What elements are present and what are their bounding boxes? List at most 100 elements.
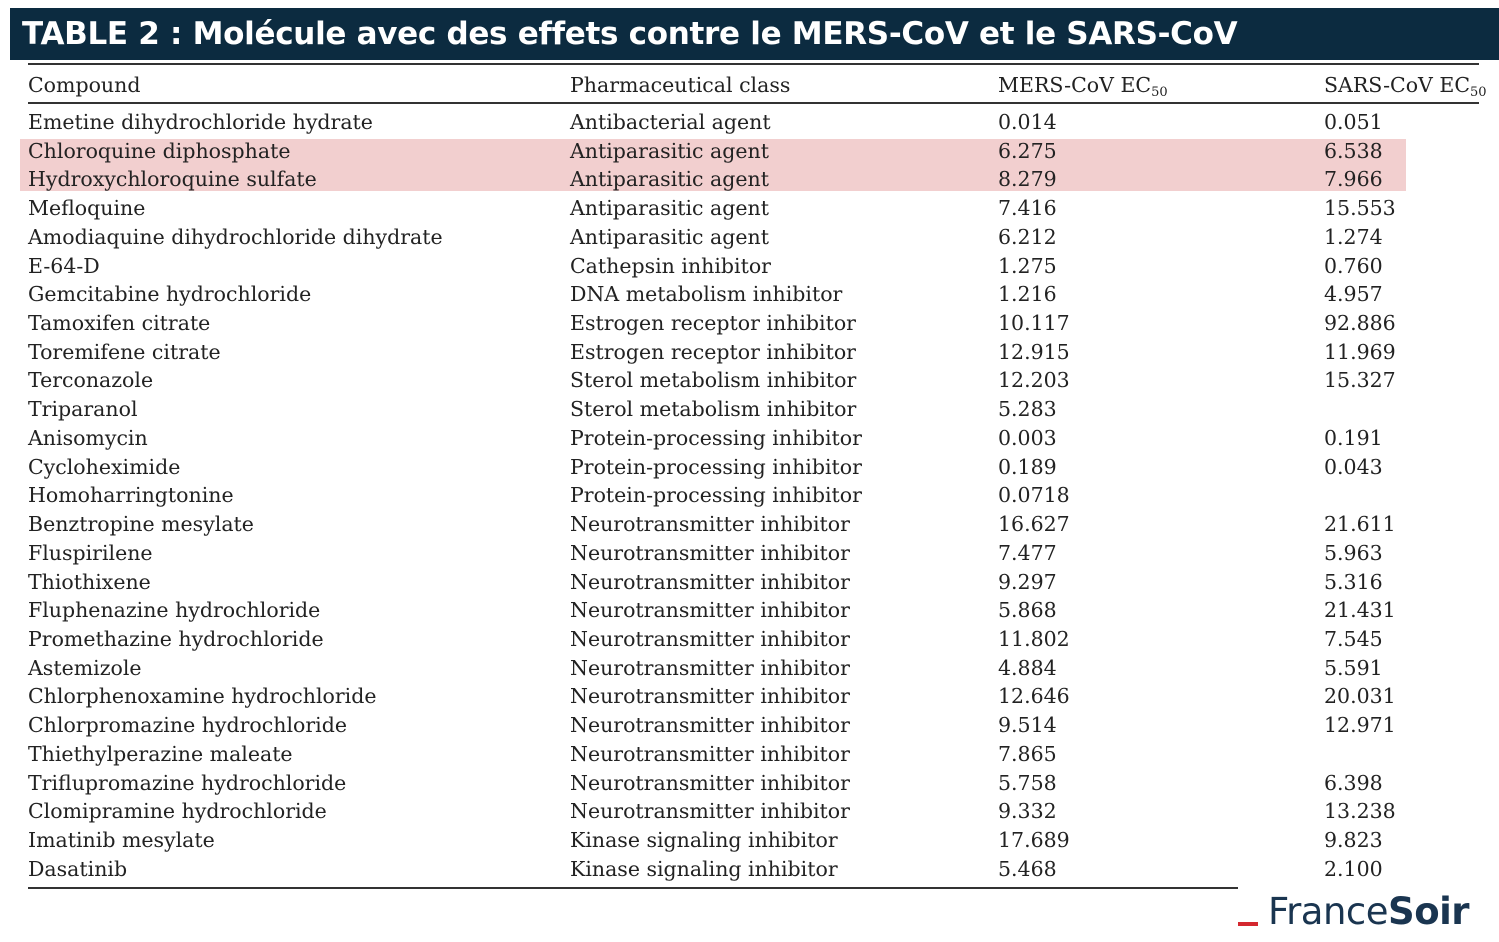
cell-sars: 1.274 xyxy=(1324,224,1383,249)
cell-sars: 6.398 xyxy=(1324,770,1383,795)
cell-compound: Triparanol xyxy=(28,397,138,422)
cell-mers: 0.189 xyxy=(998,454,1057,479)
table-row: Emetine dihydrochloride hydrate Antibacte… xyxy=(0,108,1499,137)
cell-class: Neurotransmitter inhibitor xyxy=(570,741,850,766)
cell-compound: Thiothixene xyxy=(28,569,151,594)
page-title: TABLE 2 : Molécule avec des effets contr… xyxy=(22,16,1238,52)
cell-mers: 5.868 xyxy=(998,598,1057,623)
cell-sars: 6.538 xyxy=(1324,138,1383,163)
cell-mers: 1.275 xyxy=(998,253,1057,278)
cell-class: Antibacterial agent xyxy=(570,110,771,134)
table-row: Fluspirilene Neurotransmitter inhibitor 7.… xyxy=(0,539,1499,568)
cell-class: Neurotransmitter inhibitor xyxy=(570,655,850,680)
table-row: Gemcitabine hydrochloride DNA metabolism … xyxy=(0,280,1499,309)
cell-mers: 7.477 xyxy=(998,540,1057,565)
table-row: Amodiaquine dihydrochloride dihydrate Ant… xyxy=(0,223,1499,252)
table-row: Dasatinib Kinase signaling inhibitor 5.468… xyxy=(0,855,1499,884)
cell-class: Neurotransmitter inhibitor xyxy=(570,770,850,795)
table-bottom-rule xyxy=(28,887,1238,889)
cell-compound: Benztropine mesylate xyxy=(28,512,254,537)
column-header-sars: SARS-CoV EC50 xyxy=(1324,71,1487,108)
cell-sars: 9.823 xyxy=(1324,827,1383,852)
table-header-rule xyxy=(28,102,1479,104)
table-row: Cycloheximide Protein-processing inhibito… xyxy=(0,453,1499,482)
cell-class: Antiparasitic agent xyxy=(570,224,769,249)
cell-mers: 9.297 xyxy=(998,569,1057,594)
column-header-mers-subscript: 50 xyxy=(1151,85,1168,100)
cell-class: Neurotransmitter inhibitor xyxy=(570,799,850,824)
cell-compound: Tamoxifen citrate xyxy=(28,311,211,336)
cell-compound: Triflupromazine hydrochloride xyxy=(28,770,347,795)
cell-compound: Fluphenazine hydrochloride xyxy=(28,598,321,623)
cell-compound: Anisomycin xyxy=(28,425,148,450)
cell-compound: Terconazole xyxy=(28,368,154,393)
cell-compound: Hydroxychloroquine sulfate xyxy=(28,167,317,192)
cell-sars: 7.545 xyxy=(1324,626,1383,651)
cell-mers: 12.915 xyxy=(998,339,1070,364)
table-row: Triparanol Sterol metabolism inhibitor 5.2… xyxy=(0,395,1499,424)
column-header-sars-subscript: 50 xyxy=(1470,85,1487,100)
cell-compound: Emetine dihydrochloride hydrate xyxy=(28,110,373,134)
table-top-rule xyxy=(28,63,1479,65)
table-row: Tamoxifen citrate Estrogen receptor inhib… xyxy=(0,309,1499,338)
cell-class: Sterol metabolism inhibitor xyxy=(570,397,857,422)
logo-word-soir: Soir xyxy=(1388,890,1470,933)
cell-sars: 0.760 xyxy=(1324,253,1383,278)
cell-class: Protein-processing inhibitor xyxy=(570,425,862,450)
cell-sars: 21.431 xyxy=(1324,598,1396,623)
cell-sars: 15.553 xyxy=(1324,196,1396,221)
cell-mers: 7.416 xyxy=(998,196,1057,221)
cell-class: Neurotransmitter inhibitor xyxy=(570,512,850,537)
cell-mers: 0.003 xyxy=(998,425,1057,450)
table-row: Thiethylperazine maleate Neurotransmitter… xyxy=(0,740,1499,769)
table-row: Astemizole Neurotransmitter inhibitor 4.88… xyxy=(0,654,1499,683)
cell-compound: Amodiaquine dihydrochloride dihydrate xyxy=(28,224,443,249)
cell-compound: Thiethylperazine maleate xyxy=(28,741,293,766)
cell-mers: 0.0718 xyxy=(998,483,1070,508)
cell-class: Antiparasitic agent xyxy=(570,167,769,192)
table-row-highlighted: Chloroquine diphosphate Antiparasitic age… xyxy=(0,137,1499,166)
cell-mers: 16.627 xyxy=(998,512,1070,537)
cell-sars: 12.971 xyxy=(1324,713,1396,738)
cell-class: Neurotransmitter inhibitor xyxy=(570,598,850,623)
cell-sars: 0.051 xyxy=(1324,110,1383,134)
cell-mers: 5.468 xyxy=(998,856,1057,881)
cell-sars: 0.191 xyxy=(1324,425,1383,450)
column-header-mers-label: MERS-CoV EC xyxy=(998,73,1152,97)
cell-mers: 7.865 xyxy=(998,741,1057,766)
cell-class: Kinase signaling inhibitor xyxy=(570,827,838,852)
logo-wordmark: FranceSoir xyxy=(1268,890,1470,934)
cell-mers: 5.283 xyxy=(998,397,1057,422)
cell-sars: 5.316 xyxy=(1324,569,1383,594)
table-row: Chlorpromazine hydrochloride Neurotransmi… xyxy=(0,711,1499,740)
cell-compound: Chlorpromazine hydrochloride xyxy=(28,713,347,738)
cell-mers: 4.884 xyxy=(998,655,1057,680)
cell-compound: Toremifene citrate xyxy=(28,339,221,364)
cell-sars: 0.043 xyxy=(1324,454,1383,479)
cell-mers: 12.646 xyxy=(998,684,1070,709)
table-row: Homoharringtonine Protein-processing inhi… xyxy=(0,481,1499,510)
highlighted-rows-band xyxy=(20,139,1406,191)
cell-class: Neurotransmitter inhibitor xyxy=(570,626,850,651)
cell-class: Protein-processing inhibitor xyxy=(570,483,862,508)
cell-mers: 0.014 xyxy=(998,110,1057,134)
cell-compound: Chlorphenoxamine hydrochloride xyxy=(28,684,377,709)
cell-class: Neurotransmitter inhibitor xyxy=(570,713,850,738)
table-row: Anisomycin Protein-processing inhibitor 0.… xyxy=(0,424,1499,453)
cell-class: Antiparasitic agent xyxy=(570,196,769,221)
cell-mers: 11.802 xyxy=(998,626,1070,651)
table-header-row: Compound Pharmaceutical class MERS-CoV E… xyxy=(0,71,1499,100)
cell-class: DNA metabolism inhibitor xyxy=(570,282,843,307)
cell-mers: 17.689 xyxy=(998,827,1070,852)
table-row: Thiothixene Neurotransmitter inhibitor 9.2… xyxy=(0,568,1499,597)
cell-mers: 12.203 xyxy=(998,368,1070,393)
table-row: Terconazole Sterol metabolism inhibitor 12… xyxy=(0,366,1499,395)
cell-sars: 5.591 xyxy=(1324,655,1383,680)
cell-compound: Mefloquine xyxy=(28,196,146,221)
cell-class: Cathepsin inhibitor xyxy=(570,253,771,278)
cell-mers: 9.514 xyxy=(998,713,1057,738)
logo-accent-dash xyxy=(1238,922,1258,926)
cell-class: Sterol metabolism inhibitor xyxy=(570,368,857,393)
table-row: Imatinib mesylate Kinase signaling inhibi… xyxy=(0,826,1499,855)
table-row-highlighted: Hydroxychloroquine sulfate Antiparasitic … xyxy=(0,165,1499,194)
